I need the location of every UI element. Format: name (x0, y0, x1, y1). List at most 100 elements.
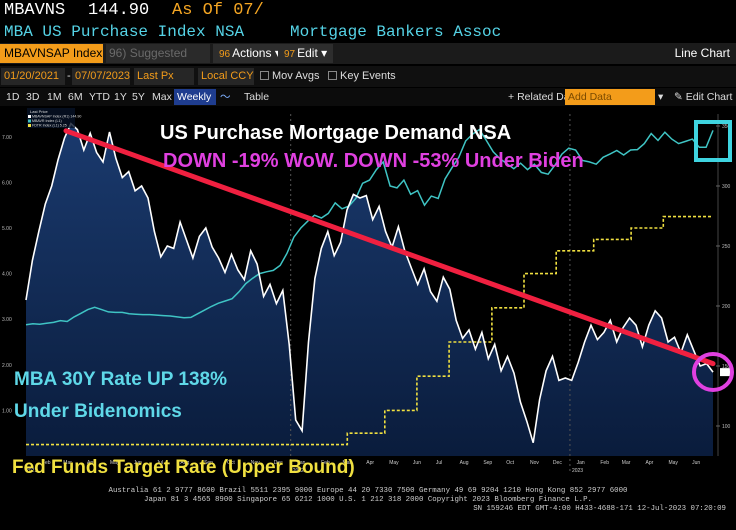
suggested-charts-button[interactable]: 96) Suggested Charts (106, 44, 210, 79)
range-button-1m[interactable]: 1M (47, 91, 62, 103)
chart-title: US Purchase Mortgage Demand NSA (160, 122, 511, 144)
x-year-label: 2021 (26, 468, 37, 474)
mov-avgs-toggle[interactable]: Mov Avgs (260, 68, 320, 85)
legend-entry: FDTR Index (L1) 5.25 (32, 124, 67, 128)
last-value: 144.90 (88, 1, 150, 20)
left-tick-label: 7.00 (2, 135, 12, 141)
end-date-input[interactable]: 07/07/2023 (72, 68, 130, 85)
edit-chart-label: Edit Chart (685, 91, 733, 103)
right-tick-label: 150 (722, 364, 731, 370)
legend-entry: MBAVR Index (L1) (32, 119, 62, 123)
chevron-down-icon: ▾ (321, 46, 328, 60)
as-of-label: As Of 07/ (172, 1, 264, 20)
rate-annotation-line1: MBA 30Y Rate UP 138% (14, 369, 227, 390)
x-tick-label: Jul (436, 460, 442, 466)
security-description: MBA US Purchase Index NSA Mortgage Banke… (0, 22, 736, 42)
x-tick-label: Aug (460, 460, 469, 466)
frequency-label: Weekly (177, 91, 212, 103)
x-year-label: 2022 (293, 468, 304, 474)
security-name: MBA US Purchase Index NSA (4, 23, 245, 41)
x-tick-label: Nov (251, 460, 260, 466)
left-tick-label: 4.00 (2, 272, 12, 278)
start-date-input[interactable]: 01/20/2021 (1, 68, 65, 85)
chart-area: 350 300 250 200 150 100 7.00 6.00 5.00 4.00 3.00 2.… (0, 106, 736, 486)
x-tick-label: Nov (530, 460, 539, 466)
x-tick-label: May (668, 460, 678, 466)
right-tick-label: 100 (722, 424, 731, 430)
add-data-input[interactable]: Add Data (565, 89, 655, 105)
edit-label: Edit (297, 46, 318, 60)
x-tick-label: Feb (600, 460, 609, 466)
edit-button[interactable]: 97 Edit ▾ (278, 44, 334, 63)
x-tick-label: Apr (366, 460, 374, 466)
ticker-header: MBAVNS 144.90 As Of 07/ (0, 0, 736, 21)
plot-layer: 350 300 250 200 150 100 7.00 6.00 5.00 4.00 3.00 2.… (2, 114, 732, 474)
price-field-select[interactable]: Last Px (134, 68, 194, 85)
legend-swatch (28, 115, 31, 118)
purchase-index-line (25, 122, 714, 444)
index-field[interactable]: MBAVNSAP Index (0, 44, 103, 63)
x-tick-label: Mar (343, 460, 352, 466)
right-tick-label: 250 (722, 244, 731, 250)
x-tick-label: Feb (321, 460, 330, 466)
x-tick-label: Dec (553, 460, 562, 466)
x-tick-label: Sep (204, 460, 213, 466)
x-tick-label: Apr (646, 460, 654, 466)
chevron-down-icon: ▾ (275, 46, 281, 60)
right-tick-label: 350 (722, 124, 731, 130)
x-tick-label: Jun (413, 460, 421, 466)
range-button-1d[interactable]: 1D (6, 91, 20, 103)
legend-swatch (28, 124, 31, 127)
fed-funds-annotation: Fed Funds Target Rate (Upper Bound) (12, 457, 355, 478)
x-tick-label: May (110, 460, 120, 466)
demand-highlight-circle (692, 352, 734, 392)
left-tick-label: 3.00 (2, 317, 12, 323)
range-button-ytd[interactable]: YTD (89, 91, 110, 103)
date-separator: - (67, 70, 71, 82)
frequency-select[interactable]: Weekly ▾ (174, 89, 216, 119)
checkbox-icon (328, 71, 337, 80)
actions-label: Actions (232, 46, 272, 60)
left-tick-label: 5.00 (2, 226, 12, 232)
right-tick-label: 200 (722, 304, 731, 310)
range-button-1y[interactable]: 1Y (114, 91, 127, 103)
range-button-max[interactable]: Max (152, 91, 172, 103)
range-bar: 1D 3D 1M 6M YTD 1Y 5Y Max Weekly ▾ 〜 Tab… (0, 88, 736, 119)
rate-highlight-box (694, 120, 732, 162)
rate-annotation-line2: Under Bidenomics (14, 401, 182, 422)
chevron-down-icon[interactable]: ▾ (658, 91, 664, 103)
table-button[interactable]: Table (244, 91, 270, 103)
key-events-toggle[interactable]: Key Events (328, 68, 396, 85)
x-tick-label: Mar (622, 460, 631, 466)
demand-area-fill (26, 123, 713, 456)
legend-entry: MBAVNSAP Index (R1) 144.90 (32, 115, 81, 119)
pencil-icon: ✎ (674, 91, 683, 103)
checkbox-icon (260, 71, 269, 80)
range-button-6m[interactable]: 6M (68, 91, 83, 103)
x-tick-label: Jun (134, 460, 142, 466)
legend-header: Last Price (30, 109, 49, 114)
x-tick-label: May (389, 460, 399, 466)
range-button-3d[interactable]: 3D (26, 91, 40, 103)
x-tick-label: Jan (577, 460, 585, 466)
edit-chart-button[interactable]: ✎ Edit Chart (674, 89, 732, 105)
range-button-5y[interactable]: 5Y (132, 91, 145, 103)
footer-line-1: Australia 61 2 9777 8600 Brazil 5511 239… (108, 487, 628, 495)
legend-background (27, 108, 75, 128)
currency-select[interactable]: Local CCY (198, 68, 254, 85)
footer-line-3: SN 159246 EDT GMT-4:00 H433-4688-171 12-… (473, 505, 726, 513)
chart-type-label[interactable]: Line Chart (674, 46, 730, 60)
left-tick-label: 2.00 (2, 363, 12, 369)
line-style-icon[interactable]: 〜 (220, 91, 231, 103)
x-tick-label: Dec (274, 460, 283, 466)
suggested-key: 96 (109, 46, 123, 60)
footer-line-2: Japan 81 3 4565 8900 Singapore 65 6212 1… (144, 496, 592, 504)
key-events-label: Key Events (340, 70, 396, 82)
related-data-button[interactable]: + Related Dat (508, 91, 573, 103)
trend-line (63, 128, 716, 367)
mov-avgs-label: Mov Avgs (272, 70, 320, 82)
right-tick-label: 300 (722, 184, 731, 190)
mortgage-rate-line (25, 128, 714, 326)
